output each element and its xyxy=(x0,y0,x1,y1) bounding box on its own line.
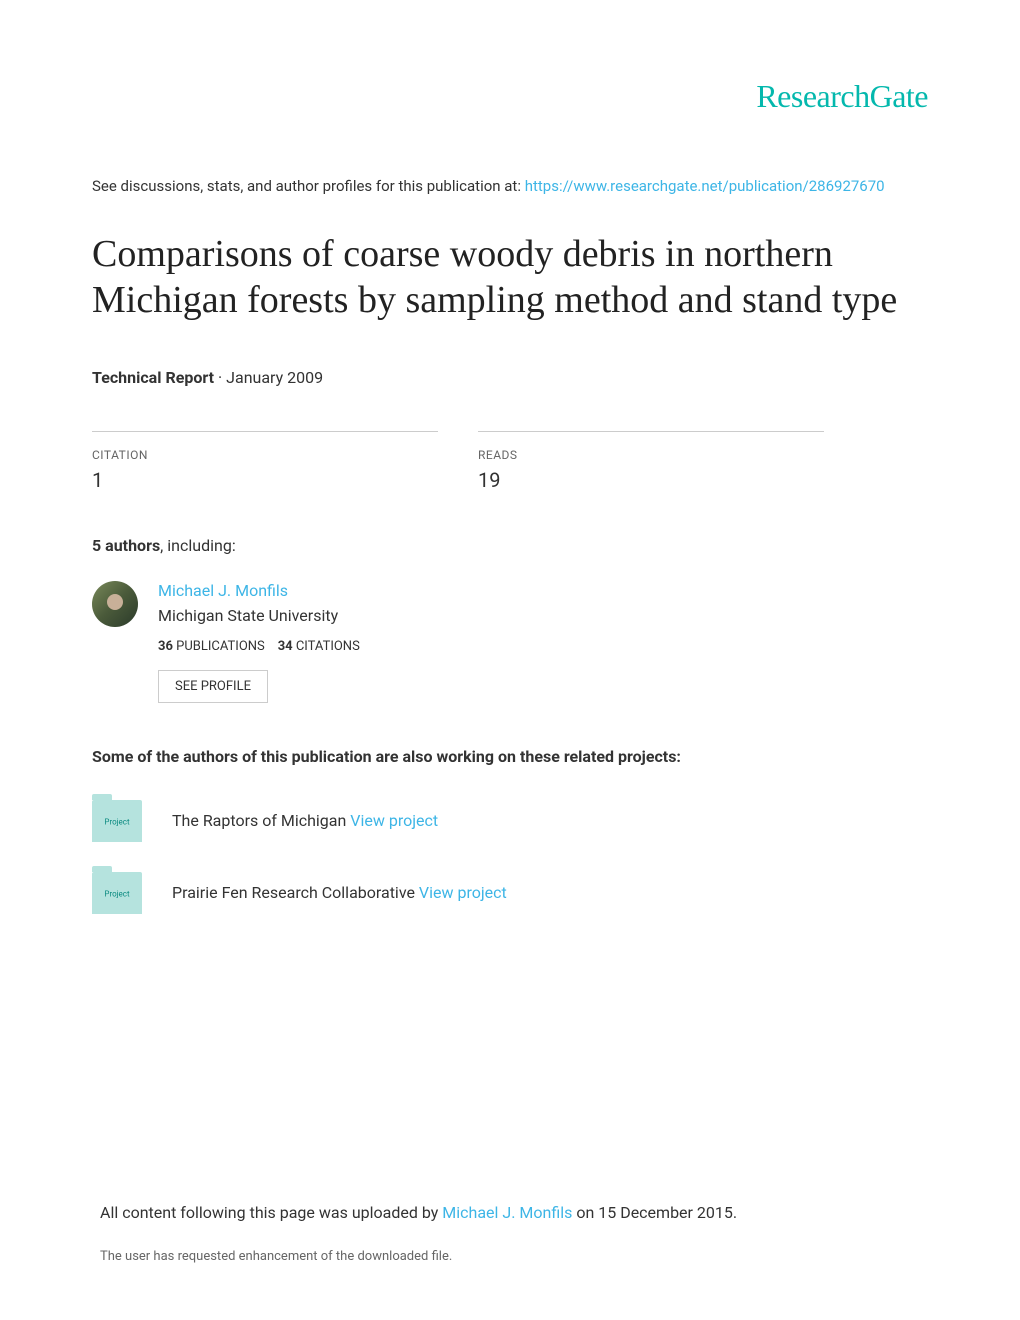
stats-row: CITATION 1 READS 19 xyxy=(92,431,928,492)
related-projects-heading: Some of the authors of this publication … xyxy=(92,747,928,766)
authors-suffix: , including: xyxy=(160,536,236,555)
footer-suffix: on 15 December 2015. xyxy=(572,1203,737,1222)
author-stats: 36 PUBLICATIONS 34 CITATIONS xyxy=(158,639,360,654)
project-text: The Raptors of Michigan View project xyxy=(172,811,438,830)
footer-note: The user has requested enhancement of th… xyxy=(100,1249,452,1264)
project-folder-icon xyxy=(92,800,142,842)
author-avatar[interactable] xyxy=(92,581,138,627)
project-row: The Raptors of Michigan View project xyxy=(92,800,928,842)
citation-stat: CITATION 1 xyxy=(92,431,438,492)
citation-value: 1 xyxy=(92,468,438,492)
publication-title[interactable]: Comparisons of coarse woody debris in no… xyxy=(92,231,928,324)
see-profile-button[interactable]: SEE PROFILE xyxy=(158,670,268,703)
reads-label: READS xyxy=(478,448,824,462)
author-affiliation-link[interactable]: Michigan State University xyxy=(158,606,360,625)
footer-prefix: All content following this page was uplo… xyxy=(100,1203,442,1222)
project-row: Prairie Fen Research Collaborative View … xyxy=(92,872,928,914)
intro-prefix: See discussions, stats, and author profi… xyxy=(92,177,525,195)
publication-meta: Technical Report · January 2009 xyxy=(92,368,928,387)
project-title: The Raptors of Michigan xyxy=(172,811,350,830)
publication-date: January 2009 xyxy=(226,368,323,387)
uploader-link[interactable]: Michael J. Monfils xyxy=(442,1203,572,1222)
intro-line: See discussions, stats, and author profi… xyxy=(92,177,928,195)
citations-label: CITATIONS xyxy=(296,639,360,654)
footer-upload-line: All content following this page was uplo… xyxy=(100,1203,920,1222)
project-title: Prairie Fen Research Collaborative xyxy=(172,883,419,902)
publication-url-link[interactable]: https://www.researchgate.net/publication… xyxy=(525,177,885,195)
author-info: Michael J. Monfils Michigan State Univer… xyxy=(158,581,360,703)
citations-count: 34 xyxy=(278,639,293,654)
view-project-link[interactable]: View project xyxy=(419,883,507,902)
meta-separator: · xyxy=(218,368,226,387)
view-project-link[interactable]: View project xyxy=(350,811,438,830)
authors-count: 5 authors xyxy=(92,536,160,555)
reads-value: 19 xyxy=(478,468,824,492)
author-row: Michael J. Monfils Michigan State Univer… xyxy=(92,581,928,703)
author-name-link[interactable]: Michael J. Monfils xyxy=(158,581,360,600)
researchgate-logo[interactable]: ResearchGate xyxy=(92,78,928,115)
publications-count: 36 xyxy=(158,639,173,654)
project-text: Prairie Fen Research Collaborative View … xyxy=(172,883,507,902)
publications-label: PUBLICATIONS xyxy=(176,639,265,654)
citation-label: CITATION xyxy=(92,448,438,462)
reads-stat: READS 19 xyxy=(478,431,824,492)
authors-heading: 5 authors, including: xyxy=(92,536,928,555)
project-folder-icon xyxy=(92,872,142,914)
publication-type: Technical Report xyxy=(92,368,214,387)
